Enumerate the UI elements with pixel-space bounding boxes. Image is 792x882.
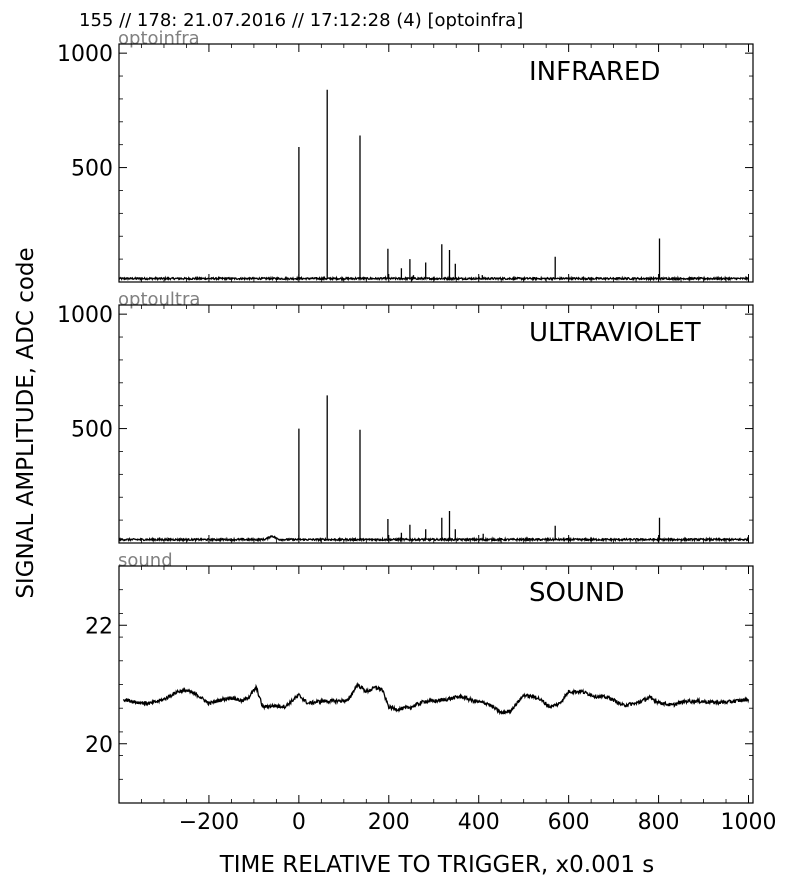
x-tick-label: 0 xyxy=(292,810,306,835)
plot-frame-ultraviolet xyxy=(118,304,754,544)
ticks-sound: 20 22 −200 0 200 400 600 800 1000 xyxy=(85,565,777,835)
y-tick-label: 20 xyxy=(85,733,113,758)
y-tick-label: 22 xyxy=(85,614,113,639)
y-tick-label: 500 xyxy=(71,157,113,182)
panel-title-infrared: INFRARED xyxy=(529,57,660,87)
channel-label-sound: sound xyxy=(118,550,173,571)
y-tick-label: 500 xyxy=(71,418,113,443)
signal-trace-sound xyxy=(122,681,750,716)
y-axis-label: SIGNAL AMPLITUDE, ADC code xyxy=(13,247,39,598)
plot-frame-infrared xyxy=(118,43,754,283)
x-tick-label: 400 xyxy=(458,810,500,835)
signal-trace-infrared xyxy=(118,89,750,282)
x-tick-label: −200 xyxy=(179,810,239,835)
panel-title-ultraviolet: ULTRAVIOLET xyxy=(529,318,701,348)
panel-infrared: optoinfra INFRARED 500 1000 xyxy=(57,28,754,283)
channel-label-ultraviolet: optoultra xyxy=(118,289,200,310)
y-tick-label: 1000 xyxy=(57,303,113,328)
signal-trace-ultraviolet xyxy=(118,395,750,543)
x-tick-label: 1000 xyxy=(721,810,777,835)
ticks-infrared: 500 1000 xyxy=(57,42,753,282)
panel-ultraviolet: optoultra ULTRAVIOLET 500 1000 xyxy=(57,289,754,544)
y-tick-label: 1000 xyxy=(57,42,113,67)
plot-frame-sound xyxy=(118,565,754,804)
x-tick-label: 200 xyxy=(368,810,410,835)
panel-sound: sound SOUND 20 22 −200 0 200 400 600 800 1000 xyxy=(85,550,777,835)
channel-label-infrared: optoinfra xyxy=(118,28,200,49)
figure-header: 155 // 178: 21.07.2016 // 17:12:28 (4) [… xyxy=(79,10,523,31)
x-axis-label: TIME RELATIVE TO TRIGGER, x0.001 s xyxy=(219,852,655,878)
x-tick-label: 600 xyxy=(548,810,590,835)
panel-title-sound: SOUND xyxy=(529,578,624,608)
x-tick-label: 800 xyxy=(638,810,680,835)
